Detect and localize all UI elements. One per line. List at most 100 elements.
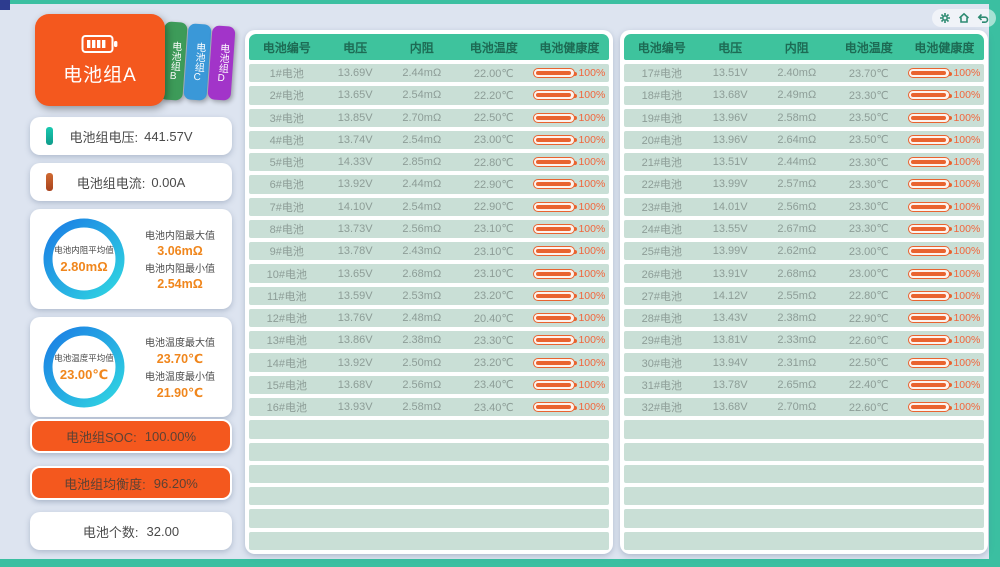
empty-row (624, 487, 984, 506)
resistance-cell: 2.38mΩ (402, 334, 442, 347)
frame-bottom-edge (0, 559, 1000, 567)
temperature-cell: 23.30℃ (848, 178, 889, 191)
table-header: 电池编号 电压 内阻 电池温度 电池健康度 (624, 34, 984, 60)
health-cell: 100% (905, 245, 984, 257)
table-row: 1#电池 13.69V 2.44mΩ 22.00℃ 100% (249, 64, 609, 83)
battery-health-bar-icon (533, 335, 578, 346)
battery-group-a-tab[interactable]: 电池组A (35, 14, 165, 106)
current-bar-icon (46, 173, 53, 191)
resistance-min-label: 电池内阻最小值 (145, 264, 215, 275)
resistance-min-value: 2.54mΩ (157, 277, 203, 291)
battery-health-bar-icon (908, 246, 953, 257)
header-health: 电池健康度 (539, 40, 600, 55)
empty-row (249, 531, 609, 550)
battery-id-cell: 21#电池 (641, 157, 682, 170)
health-percent: 100% (578, 267, 606, 280)
soc-label: 电池组SOC: (65, 429, 137, 445)
battery-id-cell: 16#电池 (266, 402, 307, 415)
battery-id-cell: 13#电池 (266, 335, 307, 348)
battery-health-bar-icon (533, 357, 578, 368)
health-percent: 100% (578, 334, 606, 347)
temperature-cell: 23.30℃ (848, 223, 889, 236)
soc-button[interactable]: 电池组SOC: 100.00% (30, 419, 232, 453)
temperature-min-label: 电池温度最小值 (145, 372, 215, 383)
battery-health-bar-icon (908, 157, 953, 168)
health-cell: 100% (905, 334, 984, 346)
resistance-cell: 2.58mΩ (402, 401, 442, 414)
resistance-cell: 2.44mΩ (402, 67, 442, 80)
temperature-cell: 22.90℃ (848, 312, 889, 325)
health-cell: 100% (905, 401, 984, 413)
resistance-cell: 2.53mΩ (402, 289, 442, 302)
temperature-cell: 23.30℃ (848, 89, 889, 102)
resistance-cell: 2.54mΩ (402, 200, 442, 213)
resistance-cell: 2.65mΩ (777, 378, 817, 391)
table-row: 14#电池 13.92V 2.50mΩ 23.20℃ 100% (249, 353, 609, 372)
empty-row (624, 420, 984, 439)
battery-id-cell: 17#电池 (641, 68, 682, 81)
health-percent: 100% (953, 200, 981, 213)
balance-button[interactable]: 电池组均衡度: 96.20% (30, 466, 232, 500)
temperature-cell: 22.20℃ (473, 89, 514, 102)
health-percent: 100% (578, 401, 606, 414)
temperature-cell: 22.50℃ (848, 357, 889, 370)
battery-group-d-tab[interactable]: 电池组D (207, 25, 236, 101)
battery-id-cell: 26#电池 (641, 268, 682, 281)
temperature-cell: 22.40℃ (848, 379, 889, 392)
health-cell: 100% (530, 334, 609, 346)
table-row: 26#电池 13.91V 2.68mΩ 23.00℃ 100% (624, 264, 984, 283)
table-header: 电池编号 电压 内阻 电池温度 电池健康度 (249, 34, 609, 60)
health-cell: 100% (905, 312, 984, 324)
battery-health-bar-icon (908, 179, 953, 190)
voltage-cell: 13.94V (712, 356, 748, 369)
health-cell: 100% (905, 379, 984, 391)
battery-id-cell: 14#电池 (266, 357, 307, 370)
health-cell: 100% (530, 401, 609, 413)
resistance-cell: 2.56mΩ (402, 378, 442, 391)
voltage-cell: 13.69V (337, 67, 373, 80)
voltage-bar-icon (46, 127, 53, 145)
resistance-cell: 2.49mΩ (777, 89, 817, 102)
voltage-cell: 13.92V (337, 356, 373, 369)
voltage-cell: 13.91V (712, 267, 748, 280)
battery-id-cell: 7#电池 (269, 201, 304, 214)
health-percent: 100% (578, 111, 606, 124)
health-percent: 100% (953, 378, 981, 391)
voltage-cell: 13.81V (712, 334, 748, 347)
health-percent: 100% (578, 312, 606, 325)
settings-gear-icon[interactable] (939, 12, 951, 24)
health-percent: 100% (953, 89, 981, 102)
table-row: 15#电池 13.68V 2.56mΩ 23.40℃ 100% (249, 375, 609, 394)
back-arrow-icon[interactable] (977, 12, 989, 24)
header-health: 电池健康度 (914, 40, 975, 55)
table-row: 27#电池 14.12V 2.55mΩ 22.80℃ 100% (624, 286, 984, 305)
table-row: 13#电池 13.86V 2.38mΩ 23.30℃ 100% (249, 331, 609, 350)
table-row: 7#电池 14.10V 2.54mΩ 22.90℃ 100% (249, 197, 609, 216)
table-row: 11#电池 13.59V 2.53mΩ 23.20℃ 100% (249, 286, 609, 305)
health-cell: 100% (905, 67, 984, 79)
table-row: 23#电池 14.01V 2.56mΩ 23.30℃ 100% (624, 197, 984, 216)
battery-table-right: 电池编号 电压 内阻 电池温度 电池健康度 17#电池 13.51V 2.40m… (620, 30, 988, 554)
table-row: 24#电池 13.55V 2.67mΩ 23.30℃ 100% (624, 219, 984, 239)
header-battery-id: 电池编号 (637, 40, 686, 55)
battery-id-cell: 5#电池 (269, 157, 304, 170)
table-row: 2#电池 13.65V 2.54mΩ 22.20℃ 100% (249, 86, 609, 105)
temperature-cell: 23.40℃ (473, 379, 514, 392)
health-cell: 100% (530, 357, 609, 369)
voltage-cell: 13.51V (712, 67, 748, 80)
health-cell: 100% (905, 134, 984, 146)
temperature-cell: 22.90℃ (473, 178, 514, 191)
table-row: 17#电池 13.51V 2.40mΩ 23.70℃ 100% (624, 64, 984, 83)
home-icon[interactable] (958, 12, 970, 24)
table-row: 21#电池 13.51V 2.44mΩ 23.30℃ 100% (624, 153, 984, 172)
voltage-cell: 13.68V (712, 401, 748, 414)
group-voltage-label: 电池组电压: (69, 129, 139, 145)
battery-health-bar-icon (533, 379, 578, 390)
health-percent: 100% (578, 67, 606, 80)
battery-health-bar-icon (908, 134, 953, 145)
temperature-cell: 22.60℃ (848, 401, 889, 414)
battery-id-cell: 19#电池 (641, 112, 682, 125)
temperature-cell: 23.50℃ (848, 134, 889, 147)
temperature-cell: 23.70℃ (848, 67, 889, 80)
battery-health-bar-icon (533, 68, 578, 79)
